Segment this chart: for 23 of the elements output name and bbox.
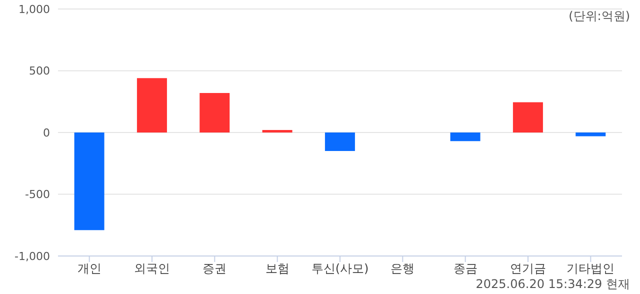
x-tick-label: 은행 xyxy=(390,262,415,276)
y-tick-label: 1,000 xyxy=(18,2,50,16)
x-tick-label: 연기금 xyxy=(510,262,546,276)
bar xyxy=(136,78,167,132)
x-tick-label: 보험 xyxy=(265,262,290,276)
x-tick-label: 개인 xyxy=(77,262,102,276)
y-tick-label: -500 xyxy=(25,188,50,202)
x-tick-label: 종금 xyxy=(453,262,478,276)
bar xyxy=(512,102,543,132)
y-tick-label: 500 xyxy=(29,64,50,78)
text: 2025.06.20 15:34:29 현재 xyxy=(476,276,630,293)
x-tick-label: 외국인 xyxy=(134,262,170,276)
bar xyxy=(576,132,606,136)
bar xyxy=(450,132,480,142)
bar xyxy=(200,92,230,132)
x-tick-label: 투신(사모) xyxy=(311,262,369,276)
bar xyxy=(74,132,104,230)
y-tick-label: 0 xyxy=(43,126,50,140)
annotation: (단위:억원) xyxy=(568,8,630,25)
y-tick-label: -1,000 xyxy=(14,250,50,263)
bar xyxy=(324,132,355,152)
x-tick-label: 증권 xyxy=(202,262,227,276)
x-tick-label: 기타법인 xyxy=(566,262,615,276)
